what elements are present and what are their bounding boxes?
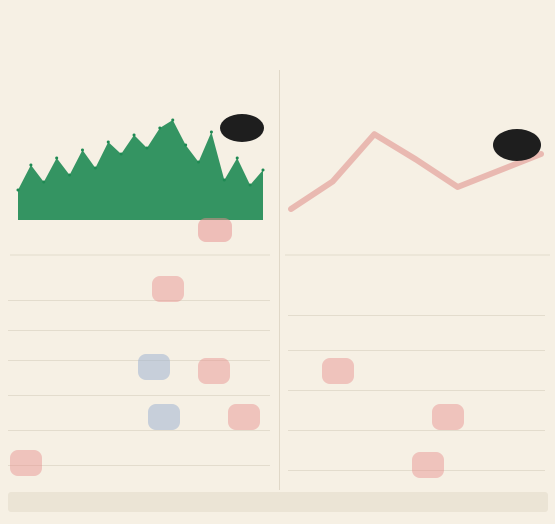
line-point xyxy=(539,152,543,156)
line-point xyxy=(330,179,335,184)
area-point xyxy=(171,118,175,122)
row-marker xyxy=(322,358,354,384)
row-marker xyxy=(152,276,184,302)
row-divider xyxy=(8,395,270,396)
area-point xyxy=(55,156,59,160)
line-point xyxy=(372,132,377,137)
panel-divider xyxy=(279,70,280,490)
row-divider xyxy=(8,465,270,466)
area-point xyxy=(145,146,149,150)
row-marker xyxy=(10,450,42,476)
row-divider xyxy=(8,430,270,431)
area-point xyxy=(119,152,123,156)
footer-note xyxy=(8,492,548,512)
area-series xyxy=(18,120,263,220)
highlight-marker xyxy=(198,218,232,242)
line-point xyxy=(497,168,502,173)
area-point xyxy=(197,160,201,164)
area-point xyxy=(132,133,136,137)
area-point xyxy=(29,163,33,167)
row-divider xyxy=(288,315,545,316)
annotation-bubble xyxy=(220,114,264,142)
area-point xyxy=(184,143,188,147)
row-divider xyxy=(288,390,545,391)
row-divider xyxy=(288,350,545,351)
area-point xyxy=(68,173,72,177)
line-point xyxy=(414,157,418,162)
area-point xyxy=(248,183,252,187)
row-marker xyxy=(198,358,230,384)
row-divider xyxy=(8,300,270,301)
row-divider xyxy=(288,470,545,471)
line-point xyxy=(289,207,293,211)
page-subtitle xyxy=(10,42,545,66)
row-marker xyxy=(228,404,260,430)
row-marker xyxy=(148,404,180,430)
row-marker xyxy=(138,354,170,380)
line-point xyxy=(455,185,460,189)
area-chart xyxy=(10,114,270,256)
area-point xyxy=(235,156,239,160)
row-divider xyxy=(8,330,270,331)
area-point xyxy=(16,188,20,192)
area-point xyxy=(209,130,213,134)
area-point xyxy=(42,180,46,184)
area-point xyxy=(106,140,110,144)
area-point xyxy=(80,148,84,152)
row-marker xyxy=(412,452,444,478)
page-title xyxy=(10,10,170,40)
line-chart xyxy=(285,129,550,256)
area-point xyxy=(261,168,265,172)
annotation-bubble xyxy=(493,129,541,161)
row-marker xyxy=(432,404,464,430)
area-point xyxy=(158,126,162,130)
area-point xyxy=(93,166,97,170)
row-divider xyxy=(288,430,545,431)
area-point xyxy=(222,178,226,182)
